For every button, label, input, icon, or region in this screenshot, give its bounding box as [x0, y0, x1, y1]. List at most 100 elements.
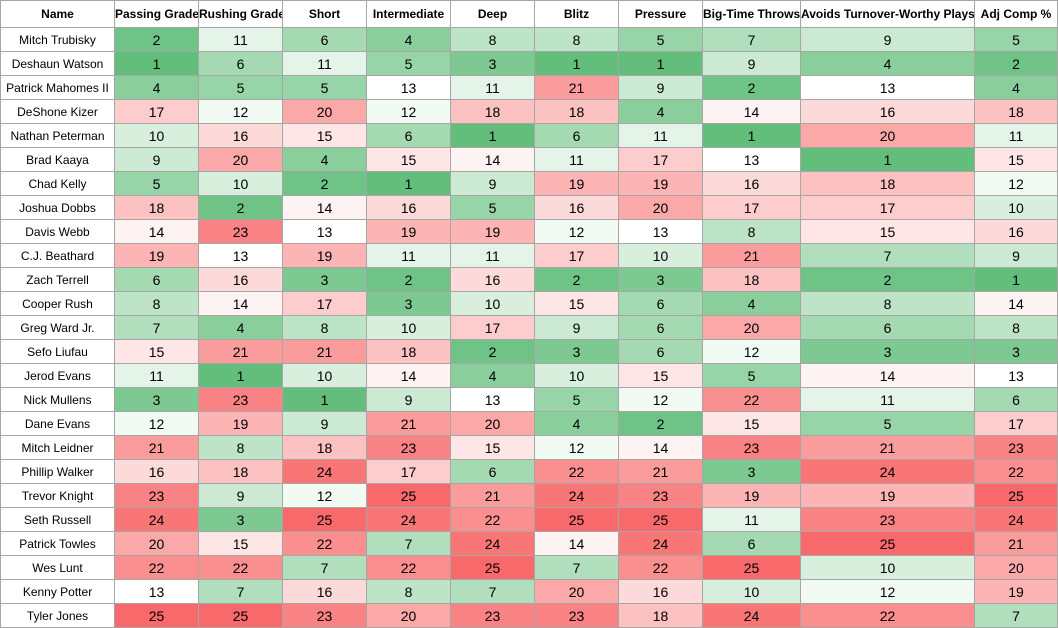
table-row: Patrick Towles 20 15 22 7 24 14 24 6 25 21: [0, 531, 1058, 556]
table-row: Mitch Trubisky 2 11 6 4 8 8 5 7 9 5: [0, 27, 1058, 52]
rank-cell-deep: 20: [450, 411, 535, 436]
rank-cell-pressure: 9: [618, 75, 703, 100]
rank-cell-big-time-throws: 10: [702, 579, 801, 604]
rank-cell-deep: 7: [450, 579, 535, 604]
rank-cell-passing-grade: 22: [114, 555, 199, 580]
rank-cell-avoids-turnover-worthy-plays: 11: [800, 387, 975, 412]
rank-cell-rushing-grade: 25: [198, 603, 283, 628]
rank-cell-passing-grade: 21: [114, 435, 199, 460]
player-name-cell: Greg Ward Jr.: [0, 315, 115, 340]
rank-cell-blitz: 24: [534, 483, 619, 508]
rank-cell-big-time-throws: 2: [702, 75, 801, 100]
rank-cell-adj-comp: 25: [974, 483, 1058, 508]
table-row: Joshua Dobbs 18 2 14 16 5 16 20 17 17 10: [0, 195, 1058, 220]
rank-cell-rushing-grade: 2: [198, 195, 283, 220]
rank-cell-intermediate: 1: [366, 171, 451, 196]
rank-cell-intermediate: 2: [366, 267, 451, 292]
rank-cell-pressure: 23: [618, 483, 703, 508]
rank-cell-rushing-grade: 3: [198, 507, 283, 532]
rank-cell-big-time-throws: 12: [702, 339, 801, 364]
rank-cell-big-time-throws: 21: [702, 243, 801, 268]
rank-cell-passing-grade: 25: [114, 603, 199, 628]
rank-cell-avoids-turnover-worthy-plays: 16: [800, 99, 975, 124]
rank-cell-short: 21: [282, 339, 367, 364]
table-row: C.J. Beathard 19 13 19 11 11 17 10 21 7 9: [0, 243, 1058, 268]
rank-cell-blitz: 23: [534, 603, 619, 628]
rank-cell-big-time-throws: 1: [702, 123, 801, 148]
rank-cell-passing-grade: 23: [114, 483, 199, 508]
rank-cell-intermediate: 21: [366, 411, 451, 436]
rank-cell-short: 4: [282, 147, 367, 172]
rank-cell-blitz: 18: [534, 99, 619, 124]
rank-cell-passing-grade: 6: [114, 267, 199, 292]
rank-cell-adj-comp: 1: [974, 267, 1058, 292]
rank-cell-blitz: 10: [534, 363, 619, 388]
rank-cell-adj-comp: 22: [974, 459, 1058, 484]
rank-cell-blitz: 14: [534, 531, 619, 556]
table-row: Jerod Evans 11 1 10 14 4 10 15 5 14 13: [0, 363, 1058, 388]
rank-cell-adj-comp: 6: [974, 387, 1058, 412]
rank-cell-short: 5: [282, 75, 367, 100]
player-name-cell: Phillip Walker: [0, 459, 115, 484]
table-body: Mitch Trubisky 2 11 6 4 8 8 5 7 9 5 Deshaun Watson 1…: [0, 27, 1058, 628]
rank-cell-pressure: 6: [618, 315, 703, 340]
player-name-cell: Mitch Trubisky: [0, 27, 115, 52]
rank-cell-deep: 15: [450, 435, 535, 460]
rank-cell-intermediate: 25: [366, 483, 451, 508]
rank-cell-adj-comp: 3: [974, 339, 1058, 364]
rank-cell-passing-grade: 15: [114, 339, 199, 364]
rank-cell-passing-grade: 3: [114, 387, 199, 412]
table-row: Dane Evans 12 19 9 21 20 4 2 15 5 17: [0, 411, 1058, 436]
rank-cell-blitz: 5: [534, 387, 619, 412]
table-row: DeShone Kizer 17 12 20 12 18 18 4 14 16 18: [0, 99, 1058, 124]
rank-cell-adj-comp: 16: [974, 219, 1058, 244]
table-row: Wes Lunt 22 22 7 22 25 7 22 25 10 20: [0, 555, 1058, 580]
rank-cell-short: 19: [282, 243, 367, 268]
rank-cell-avoids-turnover-worthy-plays: 17: [800, 195, 975, 220]
rank-cell-rushing-grade: 19: [198, 411, 283, 436]
rank-cell-pressure: 16: [618, 579, 703, 604]
rank-cell-pressure: 3: [618, 267, 703, 292]
rank-cell-deep: 4: [450, 363, 535, 388]
rank-cell-adj-comp: 14: [974, 291, 1058, 316]
rank-cell-big-time-throws: 18: [702, 267, 801, 292]
player-name-cell: Seth Russell: [0, 507, 115, 532]
rank-cell-deep: 24: [450, 531, 535, 556]
rank-cell-passing-grade: 19: [114, 243, 199, 268]
table-row: Trevor Knight 23 9 12 25 21 24 23 19 19 25: [0, 483, 1058, 508]
rank-cell-deep: 22: [450, 507, 535, 532]
rank-cell-short: 25: [282, 507, 367, 532]
table-row: Phillip Walker 16 18 24 17 6 22 21 3 24 22: [0, 459, 1058, 484]
rank-cell-rushing-grade: 20: [198, 147, 283, 172]
rank-cell-avoids-turnover-worthy-plays: 10: [800, 555, 975, 580]
rank-cell-pressure: 2: [618, 411, 703, 436]
rank-cell-passing-grade: 11: [114, 363, 199, 388]
rank-cell-rushing-grade: 23: [198, 219, 283, 244]
rank-cell-short: 10: [282, 363, 367, 388]
column-header-intermediate: Intermediate: [366, 0, 451, 28]
player-name-cell: Chad Kelly: [0, 171, 115, 196]
rank-cell-pressure: 15: [618, 363, 703, 388]
rank-cell-deep: 1: [450, 123, 535, 148]
rank-cell-avoids-turnover-worthy-plays: 22: [800, 603, 975, 628]
rank-cell-avoids-turnover-worthy-plays: 15: [800, 219, 975, 244]
player-name-cell: Deshaun Watson: [0, 51, 115, 76]
rank-cell-intermediate: 18: [366, 339, 451, 364]
rank-cell-adj-comp: 5: [974, 27, 1058, 52]
rank-cell-big-time-throws: 16: [702, 171, 801, 196]
rank-cell-short: 13: [282, 219, 367, 244]
player-name-cell: Trevor Knight: [0, 483, 115, 508]
table-row: Cooper Rush 8 14 17 3 10 15 6 4 8 14: [0, 291, 1058, 316]
rank-cell-deep: 9: [450, 171, 535, 196]
rank-cell-blitz: 17: [534, 243, 619, 268]
rank-cell-adj-comp: 11: [974, 123, 1058, 148]
rank-cell-blitz: 20: [534, 579, 619, 604]
rank-cell-adj-comp: 8: [974, 315, 1058, 340]
rank-cell-avoids-turnover-worthy-plays: 14: [800, 363, 975, 388]
rank-cell-intermediate: 24: [366, 507, 451, 532]
rank-cell-blitz: 16: [534, 195, 619, 220]
player-name-cell: Tyler Jones: [0, 603, 115, 628]
rank-cell-avoids-turnover-worthy-plays: 4: [800, 51, 975, 76]
rank-cell-pressure: 11: [618, 123, 703, 148]
table-row: Brad Kaaya 9 20 4 15 14 11 17 13 1 15: [0, 147, 1058, 172]
